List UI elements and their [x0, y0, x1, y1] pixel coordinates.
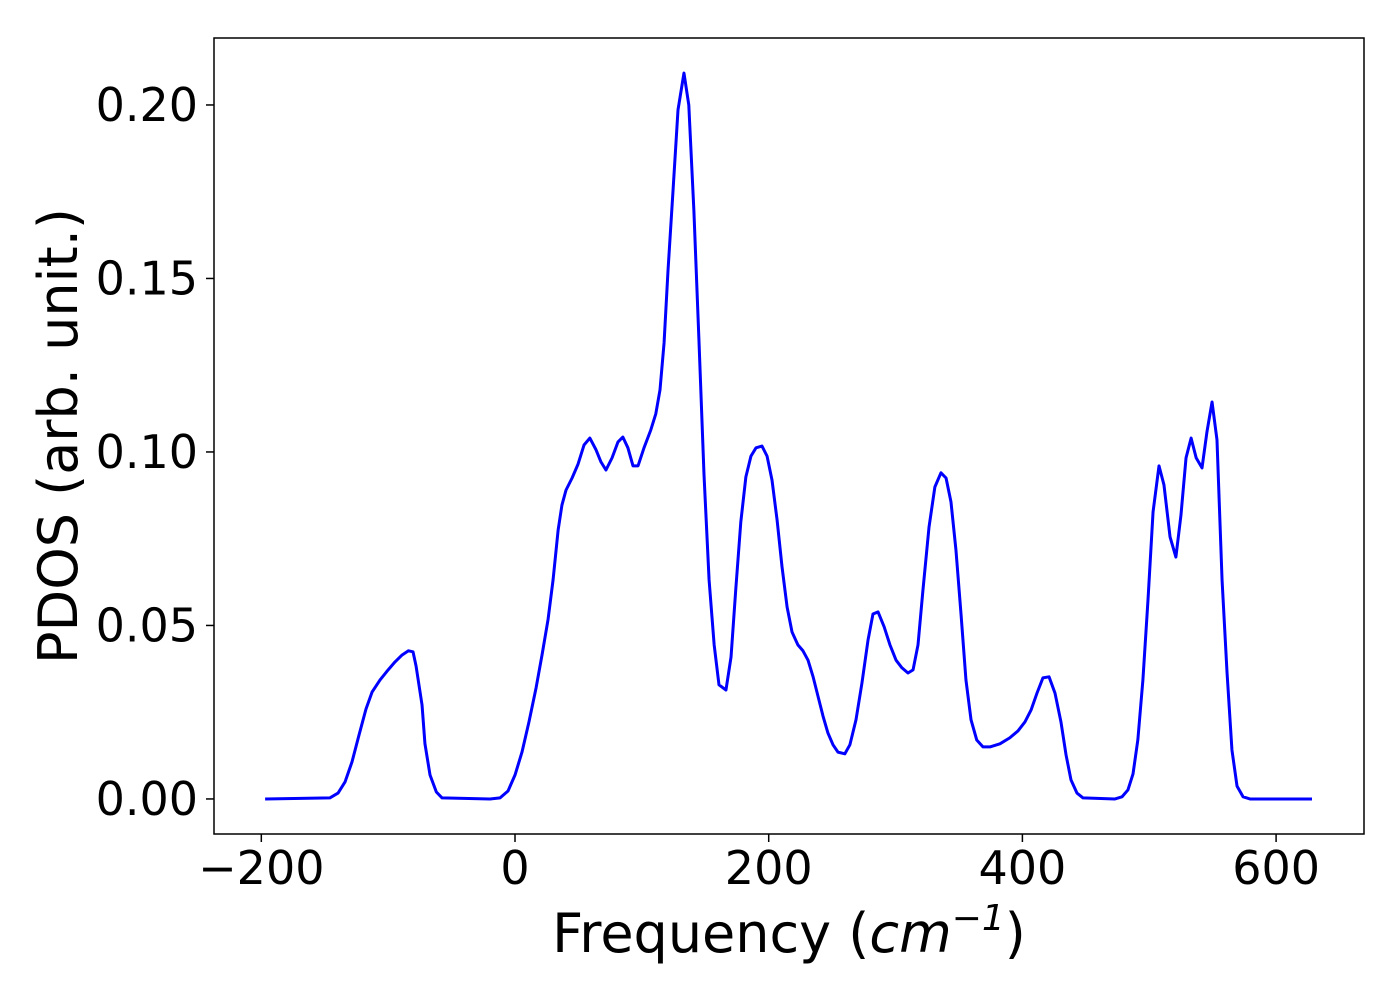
y-tick-label: 0.15: [96, 251, 198, 305]
y-tick-label: 0.05: [96, 598, 198, 652]
y-tick-label: 0.10: [96, 425, 198, 479]
x-tick-label: 200: [725, 841, 813, 895]
x-tick-label: −200: [198, 841, 324, 895]
x-label-part: ): [1005, 902, 1026, 965]
y-tick-label: 0.20: [96, 78, 198, 132]
y-axis-label: PDOS (arb. unit.): [27, 208, 90, 664]
x-axis-label: Frequency (cm−1): [552, 898, 1026, 965]
x-tick-label: 600: [1232, 841, 1320, 895]
y-tick-label: 0.00: [96, 772, 198, 826]
x-label-math: cm: [869, 902, 951, 965]
x-label-part: Frequency (: [552, 902, 869, 965]
line: [265, 71, 1312, 801]
x-label-sup: −1: [952, 898, 1005, 939]
x-tick-label: 0: [500, 841, 529, 895]
x-tick-label: 400: [978, 841, 1066, 895]
plot-frame: [213, 37, 1365, 835]
